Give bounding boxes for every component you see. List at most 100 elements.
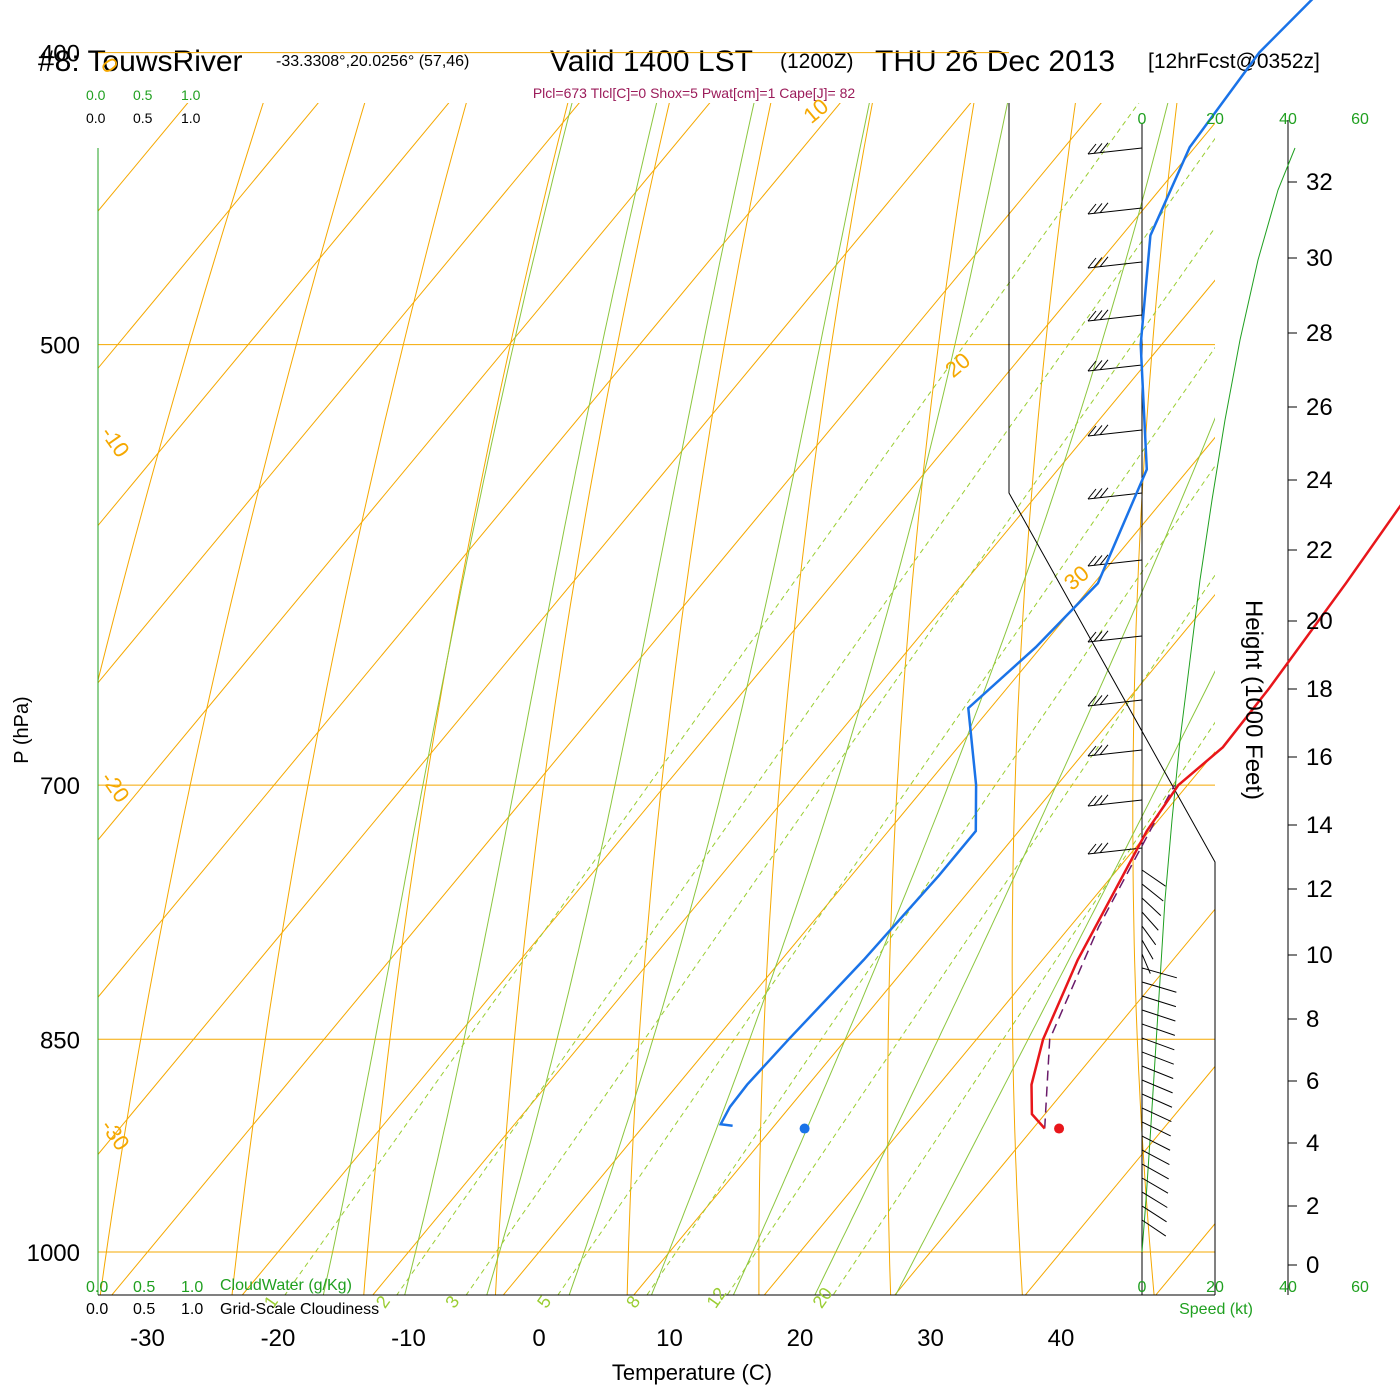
dry-adiabat <box>1011 103 1076 1295</box>
wind-barb-feather <box>1099 487 1109 499</box>
mixing-ratio-line <box>726 574 1215 1295</box>
wind-barb-staff <box>1141 953 1151 974</box>
temperature-tick-labels: -30 -20 -10 0 10 20 30 40 <box>130 1325 1074 1352</box>
isotherm--90 <box>98 103 319 370</box>
height-curve <box>1141 147 1296 1253</box>
wind-barb-feather <box>1099 554 1109 566</box>
height-tick-label: 0 <box>1306 1252 1319 1279</box>
wind-barb-feather <box>1087 425 1097 437</box>
wind-barb-feather <box>1099 694 1109 706</box>
wind-barb-staff <box>1141 925 1157 946</box>
wind-barb-feather <box>1087 843 1097 855</box>
isotherm--30 <box>111 103 1102 1295</box>
temperature-tick-label: 0 <box>532 1325 545 1352</box>
top-left-scales: 0.0 0.5 1.0 0.0 0.5 1.0 <box>86 87 201 126</box>
bottom-left-scales: 0.0 0.5 1.0 CloudWater (g/Kg) 0.0 0.5 1.… <box>86 1277 379 1318</box>
wind-barb-staff <box>1141 1065 1174 1079</box>
wind-barb-staff <box>1141 1149 1170 1166</box>
moist-adiabat <box>732 103 1169 1295</box>
moist-adiabat <box>650 103 1009 1295</box>
wind-barb-staff <box>1141 1219 1167 1237</box>
temperature-tick-label: 40 <box>1048 1325 1075 1352</box>
wind-barb-staff <box>1087 207 1143 215</box>
pressure-tick-label: 400 <box>40 41 80 68</box>
wind-barb-feather <box>1087 203 1097 215</box>
mixing-ratio-line <box>646 465 1215 1295</box>
mixing-ratio-line <box>465 226 1215 1295</box>
speed-tick-top: 40 <box>1279 111 1297 128</box>
wind-barb-feather <box>1093 843 1103 854</box>
temperature-tick-label: 30 <box>917 1325 944 1352</box>
surface-dewpoint-dot <box>799 1123 810 1134</box>
pressure-tick-label: 850 <box>40 1027 80 1054</box>
wind-barb-feather <box>1099 744 1109 756</box>
speed-tick-top: 20 <box>1206 111 1224 128</box>
top-scale-black-1: 0.5 <box>133 110 153 126</box>
wind-barb-feather <box>1087 257 1097 269</box>
height-tick-label: 26 <box>1306 394 1333 421</box>
isotherm-label: -30 <box>96 1115 135 1155</box>
wind-barb-staff <box>1141 939 1154 960</box>
wind-barb-feather <box>1099 794 1109 806</box>
top-scale-green-2: 1.0 <box>181 87 201 103</box>
wind-barb-staff <box>1141 981 1177 993</box>
temperature-tick-label: -30 <box>130 1325 165 1352</box>
wind-barb-staff <box>1141 995 1177 1008</box>
height-tick-label: 20 <box>1306 608 1333 635</box>
cloudwater-label: CloudWater (g/Kg) <box>220 1277 352 1294</box>
wind-barb-staff <box>1141 1093 1173 1108</box>
height-tick-label: 2 <box>1306 1193 1319 1220</box>
bottom-scale-black-0: 0.0 <box>86 1301 108 1318</box>
isotherm-labels: 100-10-20-300102030 <box>96 53 1094 1155</box>
wind-barb-staff <box>1141 1205 1167 1223</box>
isotherm-10 <box>633 593 1215 1295</box>
temperature-tick-label: -20 <box>261 1325 296 1352</box>
speed-axis-top-ticks: 0 20 40 60 <box>1138 111 1369 128</box>
dry-adiabat <box>758 103 873 1295</box>
pressure-tick-labels: 2503004005007008501000 <box>27 41 80 1267</box>
zulu-time: (1200Z) <box>780 50 854 73</box>
height-tick-label: 4 <box>1306 1130 1319 1157</box>
wind-barb-staff <box>1087 847 1143 855</box>
height-tick-label: 14 <box>1306 812 1333 839</box>
dry-adiabat <box>1363 0 1400 1377</box>
speed-tick-top: 0 <box>1138 111 1147 128</box>
dry-adiabat <box>626 103 772 1295</box>
wind-barb-feather <box>1087 143 1097 155</box>
isotherm--100 <box>98 103 189 212</box>
forecast-run: [12hrFcst@0352z] <box>1148 50 1320 73</box>
moist-adiabat <box>404 103 658 1295</box>
plot-frame <box>97 103 1289 1296</box>
isotherm--80 <box>98 103 450 527</box>
top-scale-black-2: 1.0 <box>181 110 201 126</box>
bottom-scale-green-1: 0.5 <box>133 1279 155 1296</box>
wind-barb-staff <box>1087 429 1143 437</box>
wind-barb-staff <box>1141 911 1159 931</box>
height-tick-label: 18 <box>1306 676 1333 703</box>
wind-barbs <box>1087 142 1177 1237</box>
bottom-scale-green-0: 0.0 <box>86 1279 108 1296</box>
moist-adiabat <box>322 103 573 1295</box>
wind-barb-feather <box>1087 360 1097 372</box>
station-coords: -33.3308°,20.0256° (57,46) <box>276 53 469 70</box>
wind-barb-feather <box>1093 695 1103 706</box>
wind-barb-staff <box>1141 1191 1168 1208</box>
cloudiness-label: Grid-Scale Cloudiness <box>220 1301 379 1318</box>
isotherm-label: 20 <box>940 348 975 383</box>
forecast-date: THU 26 Dec 2013 <box>875 45 1115 78</box>
height-tick-label: 24 <box>1306 467 1333 494</box>
valid-time: Valid 1400 LST <box>550 45 753 78</box>
height-tick-label: 28 <box>1306 320 1333 347</box>
isotherm--70 <box>98 103 580 684</box>
wind-barb-staff <box>1087 749 1143 757</box>
speed-tick-bottom: 40 <box>1279 1279 1297 1296</box>
bottom-scale-black-1: 0.5 <box>133 1301 155 1318</box>
speed-axis-bottom-ticks: 0 20 40 60 <box>1138 1279 1369 1296</box>
wind-barb-feather <box>1093 631 1103 642</box>
dry-adiabat <box>494 103 670 1295</box>
